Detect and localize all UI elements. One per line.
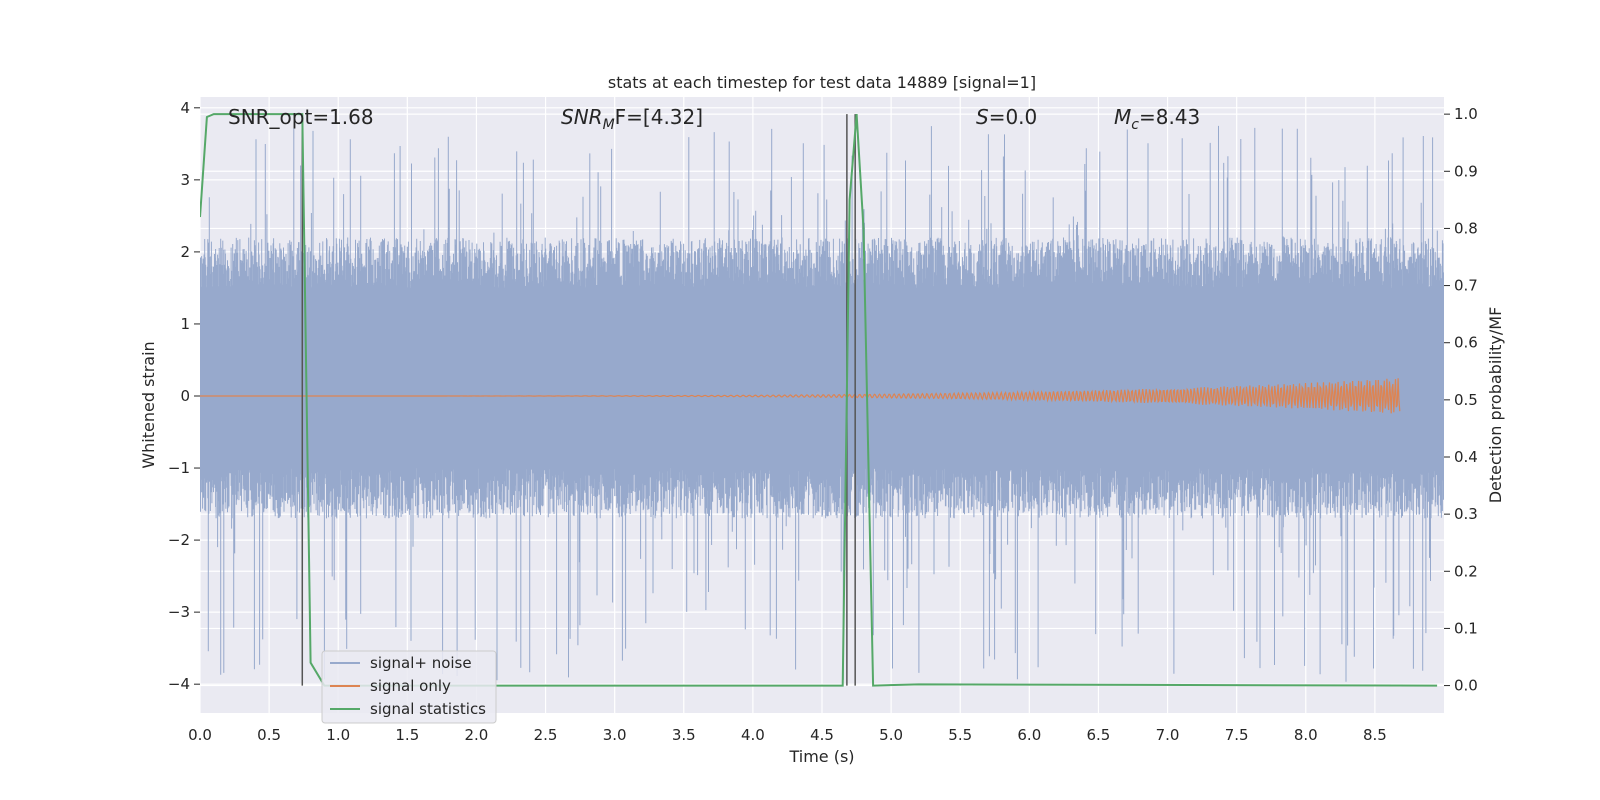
y-tick-label: 4 — [180, 99, 190, 117]
stats-series — [200, 113, 1438, 687]
annotations: SNR_opt=1.68 SNRMF=[4.32] S=0.0 Mc=8.43 — [228, 105, 1200, 133]
s-rest: =0.0 — [989, 105, 1038, 129]
y2-tick-label: 0.5 — [1454, 391, 1478, 409]
snr-mf-annotation: SNRMF=[4.32] — [561, 105, 703, 133]
mc-rest: =8.43 — [1139, 105, 1200, 129]
x-tick-label: 4.5 — [810, 726, 834, 744]
legend: signal+ noise signal only signal statist… — [321, 650, 497, 724]
x-tick-label: 0.5 — [257, 726, 281, 744]
x-tick-label: 0.0 — [188, 726, 212, 744]
y-axis-label: Whitened strain — [139, 341, 158, 468]
x-tick-label: 6.0 — [1017, 726, 1041, 744]
x-tick-label: 6.5 — [1087, 726, 1111, 744]
legend-label-signal: signal only — [370, 677, 451, 695]
x-tick-label: 5.0 — [879, 726, 903, 744]
legend-label-stats: signal statistics — [370, 700, 486, 718]
x-tick-label: 2.0 — [465, 726, 489, 744]
y2-tick-label: 0.8 — [1454, 219, 1478, 237]
s-letter: S — [976, 105, 989, 129]
snr-mf-rest: F=[4.32] — [615, 105, 703, 129]
y-tick-label: −1 — [168, 459, 190, 477]
y-tick-label: 1 — [180, 315, 190, 333]
x-tick-label: 2.5 — [534, 726, 558, 744]
mc-letter: M — [1114, 105, 1131, 129]
legend-label-noise: signal+ noise — [370, 654, 472, 672]
x-tick-label: 3.0 — [603, 726, 627, 744]
signal-series — [200, 378, 1401, 414]
y2-tick-label: 0.6 — [1454, 334, 1478, 352]
y2-tick-label: 0.0 — [1454, 677, 1478, 695]
y2-tick-label: 0.2 — [1454, 562, 1478, 580]
y2-axis-ticks: 1.0 0.9 0.8 0.7 0.6 0.5 0.4 0.3 0.2 0.1 0.0 — [1444, 105, 1478, 695]
mc-subscript: c — [1131, 117, 1139, 133]
y-tick-label: 2 — [180, 243, 190, 261]
mc-annotation: Mc=8.43 — [1114, 105, 1200, 133]
x-tick-label: 8.5 — [1363, 726, 1387, 744]
x-axis-ticks: 0.0 0.5 1.0 1.5 2.0 2.5 3.0 3.5 4.0 4.5 5.0 5.5 6.0 6… — [188, 726, 1387, 744]
plot-area — [200, 113, 1444, 687]
y-axis-ticks: 4 3 2 1 0 −1 −2 −3 −4 — [168, 99, 200, 693]
legend-box — [321, 650, 497, 724]
signal-line — [200, 378, 1401, 414]
x-tick-label: 1.0 — [326, 726, 350, 744]
y2-tick-label: 0.7 — [1454, 277, 1478, 295]
x-tick-label: 8.0 — [1294, 726, 1318, 744]
x-tick-label: 4.0 — [741, 726, 765, 744]
y-tick-label: −2 — [168, 531, 190, 549]
x-tick-label: 7.0 — [1156, 726, 1180, 744]
x-axis-label: Time (s) — [788, 747, 854, 766]
chart-title: stats at each timestep for test data 148… — [608, 73, 1036, 92]
y-tick-label: 0 — [180, 387, 190, 405]
y-tick-label: 3 — [180, 171, 190, 189]
stats-line — [200, 113, 1438, 687]
x-tick-label: 3.5 — [672, 726, 696, 744]
snr-mf-subscript: M — [603, 117, 615, 133]
x-tick-label: 1.5 — [395, 726, 419, 744]
y2-tick-label: 1.0 — [1454, 105, 1478, 123]
y2-tick-label: 0.4 — [1454, 448, 1478, 466]
snr-opt-annotation: SNR_opt=1.68 — [228, 105, 374, 129]
y-tick-label: −4 — [168, 675, 190, 693]
y2-axis-label: Detection probability/MF — [1486, 307, 1505, 504]
y-tick-label: −3 — [168, 603, 190, 621]
y2-tick-label: 0.3 — [1454, 505, 1478, 523]
y2-tick-label: 0.1 — [1454, 619, 1478, 637]
x-tick-label: 5.5 — [948, 726, 972, 744]
snr-mf-base: SNR — [561, 105, 603, 129]
y2-tick-label: 0.9 — [1454, 162, 1478, 180]
x-tick-label: 7.5 — [1225, 726, 1249, 744]
s-annotation: S=0.0 — [976, 105, 1037, 129]
